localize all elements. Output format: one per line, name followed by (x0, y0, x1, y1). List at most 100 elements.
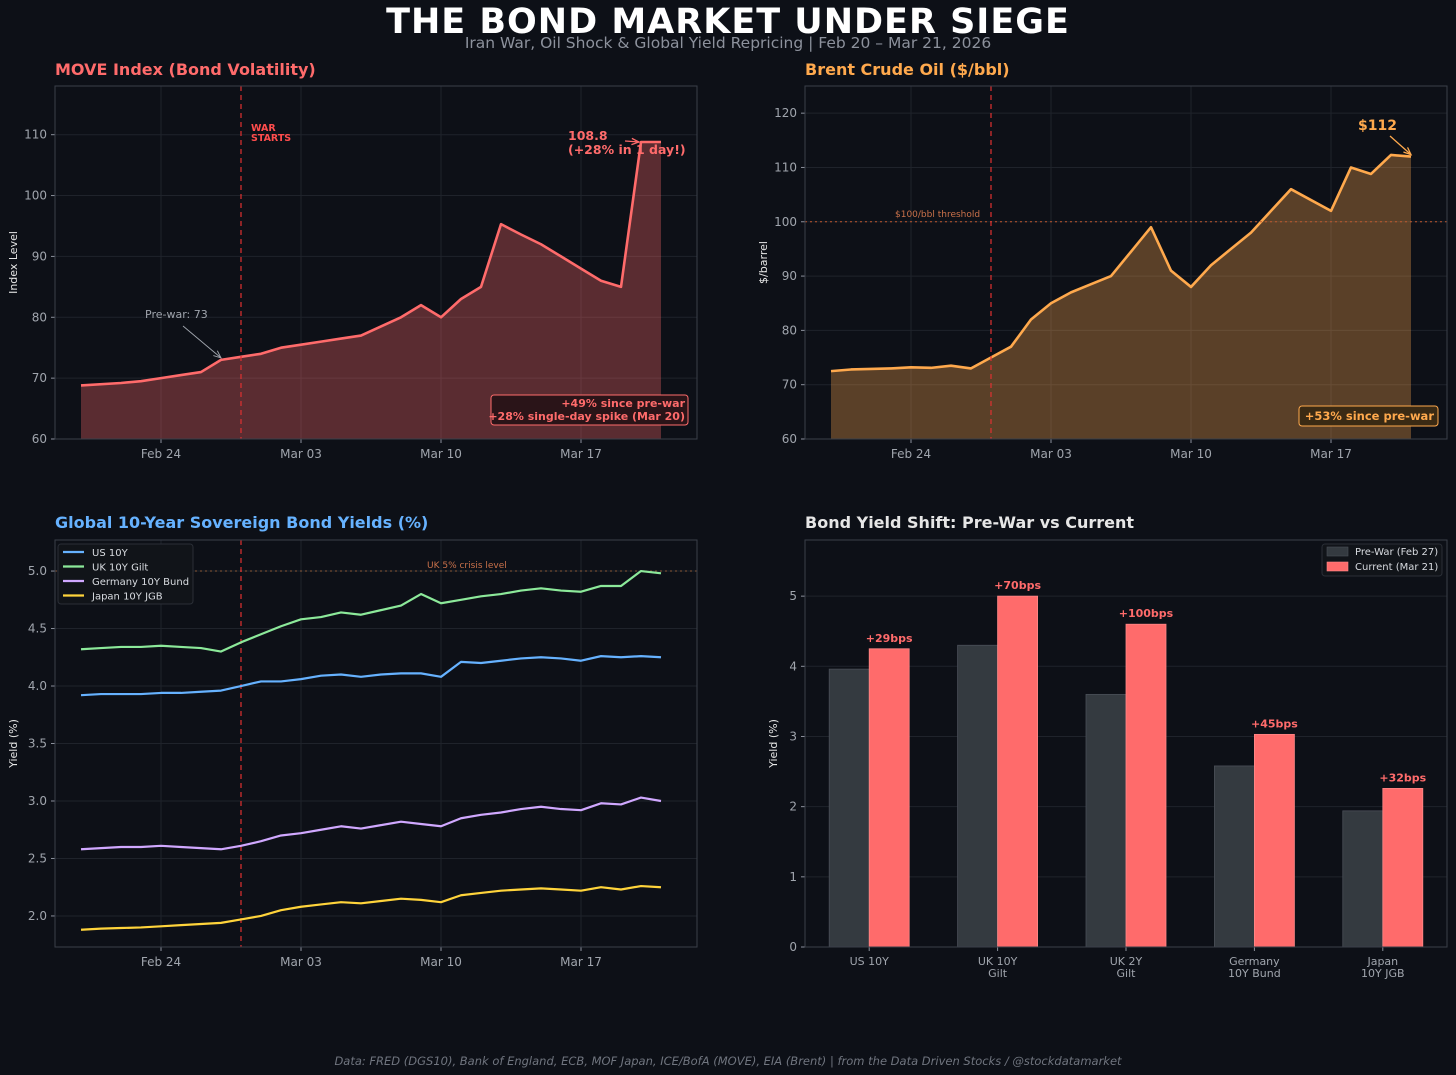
x-tick-label: Mar 03 (280, 955, 322, 969)
x-tick-label: Mar 10 (1170, 447, 1212, 461)
bar-delta-label: +70bps (994, 579, 1041, 592)
legend-label: Pre-War (Feb 27) (1355, 547, 1438, 558)
x-tick-label: Mar 10 (420, 447, 462, 461)
bar (868, 648, 910, 948)
y-tick-label: 3.0 (28, 794, 47, 808)
legend-swatch (1326, 561, 1349, 572)
y-tick-label: 3 (789, 729, 797, 743)
bar (1213, 765, 1255, 948)
plot-frame (54, 539, 698, 948)
war-starts-label: WAR STARTS (251, 123, 291, 144)
y-tick-label: 3.5 (28, 737, 47, 751)
legend-swatch (1326, 546, 1349, 557)
prewar-arrow (182, 325, 222, 359)
move-index-chart: 60 70 80 90 100 110 Feb 24 Mar 03 Mar 10 Mar 17 In… (7, 85, 698, 461)
summary-box (490, 394, 689, 426)
plot-frame (804, 539, 1448, 948)
x-tick-label: Japan 10Y JGB (1361, 955, 1405, 980)
y-tick-label: 100 (774, 215, 797, 229)
prewar-label: Pre-war: 73 (145, 308, 208, 321)
y-tick-label: 60 (32, 432, 47, 446)
threshold-label: UK 5% crisis level (427, 561, 507, 571)
series-line (80, 884, 662, 931)
x-tick-label: Germany 10Y Bund (1228, 955, 1281, 980)
prewar-arrow-head (213, 350, 222, 359)
x-tick-label: Mar 03 (1030, 447, 1072, 461)
footer-source: Data: FRED (DGS10), Bank of England, ECB… (334, 1054, 1122, 1068)
page-subtitle: Iran War, Oil Shock & Global Yield Repri… (464, 34, 992, 52)
y-axis-label: Index Level (7, 231, 20, 294)
y-tick-label: 4.5 (28, 622, 47, 636)
move-chart-title: MOVE Index (Bond Volatility) (55, 60, 316, 79)
peak-arrow-head (631, 137, 641, 146)
legend-box (57, 543, 194, 605)
y-tick-label: 4.0 (28, 679, 47, 693)
x-tick-label: Feb 24 (141, 955, 181, 969)
bar (997, 595, 1039, 948)
y-tick-label: 5.0 (28, 564, 47, 578)
plot-frame (54, 85, 698, 440)
series-line (830, 153, 1412, 373)
x-tick-label: UK 2Y Gilt (1110, 955, 1143, 980)
summary-box-text: +53% since pre-war (1305, 409, 1435, 423)
legend-label: Germany 10Y Bund (92, 577, 189, 588)
y-tick-label: 90 (782, 269, 797, 283)
peak-arrow-head (1403, 147, 1413, 156)
x-tick-label: Mar 10 (420, 955, 462, 969)
x-tick-label: Mar 17 (560, 447, 602, 461)
area-fill (831, 154, 1411, 439)
bar-delta-label: +45bps (1251, 717, 1298, 730)
y-axis-label: Yield (%) (767, 719, 780, 769)
bar-delta-label: +32bps (1379, 771, 1426, 784)
series-line (80, 569, 662, 653)
y-tick-label: 60 (782, 432, 797, 446)
bar (1342, 810, 1384, 948)
bar-delta-label: +100bps (1119, 607, 1174, 620)
summary-box (1298, 405, 1439, 427)
x-tick-label: Mar 17 (1310, 447, 1352, 461)
peak-label: $112 (1358, 118, 1397, 134)
threshold-label: $100/bbl threshold (895, 210, 980, 220)
legend-label: US 10Y (92, 548, 129, 559)
yields-chart-title: Global 10-Year Sovereign Bond Yields (%) (55, 513, 429, 532)
peak-arrow (1389, 135, 1412, 156)
y-tick-label: 0 (789, 940, 797, 954)
y-tick-label: 100 (24, 189, 47, 203)
bar (828, 668, 870, 948)
bar (957, 644, 999, 948)
x-tick-label: Mar 03 (280, 447, 322, 461)
area-fill (81, 141, 661, 439)
y-tick-label: 80 (782, 323, 797, 337)
y-tick-label: 1 (789, 870, 797, 884)
y-tick-label: 5 (789, 589, 797, 603)
bar (1125, 623, 1167, 948)
y-tick-label: 2.0 (28, 909, 47, 923)
y-axis-label: Yield (%) (7, 719, 20, 769)
bar-delta-label: +29bps (866, 632, 913, 645)
plot-frame (804, 85, 1448, 440)
bar (1254, 733, 1295, 948)
bar (1382, 788, 1424, 948)
y-tick-label: 110 (24, 128, 47, 142)
y-axis-label: $/barrel (757, 241, 770, 284)
y-tick-label: 90 (32, 249, 47, 263)
peak-label: 108.8 (+28% in 1 day!) (568, 128, 686, 157)
x-tick-label: US 10Y (850, 955, 890, 968)
bar (1085, 693, 1127, 948)
y-tick-label: 80 (32, 310, 47, 324)
y-tick-label: 70 (32, 371, 47, 385)
series-line (80, 655, 662, 697)
y-tick-label: 110 (774, 160, 797, 174)
brent-crude-chart: 60 70 80 90 100 110 120 Feb 24 Mar 03 Mar 10 Mar 1… (757, 85, 1448, 461)
x-tick-label: UK 10Y Gilt (978, 955, 1018, 980)
page-title: THE BOND MARKET UNDER SIEGE (386, 2, 1070, 42)
y-tick-label: 2 (789, 800, 797, 814)
brent-chart-title: Brent Crude Oil ($/bbl) (805, 60, 1010, 79)
sovereign-yields-chart: 2.0 2.5 3.0 3.5 4.0 4.5 5.0 Feb 24 Mar 03 Mar 10 M… (7, 539, 698, 969)
x-tick-label: Feb 24 (141, 447, 181, 461)
y-tick-label: 2.5 (28, 851, 47, 865)
y-tick-label: 4 (789, 659, 797, 673)
series-line (80, 796, 662, 851)
y-tick-label: 120 (774, 106, 797, 120)
x-tick-label: Mar 17 (560, 955, 602, 969)
